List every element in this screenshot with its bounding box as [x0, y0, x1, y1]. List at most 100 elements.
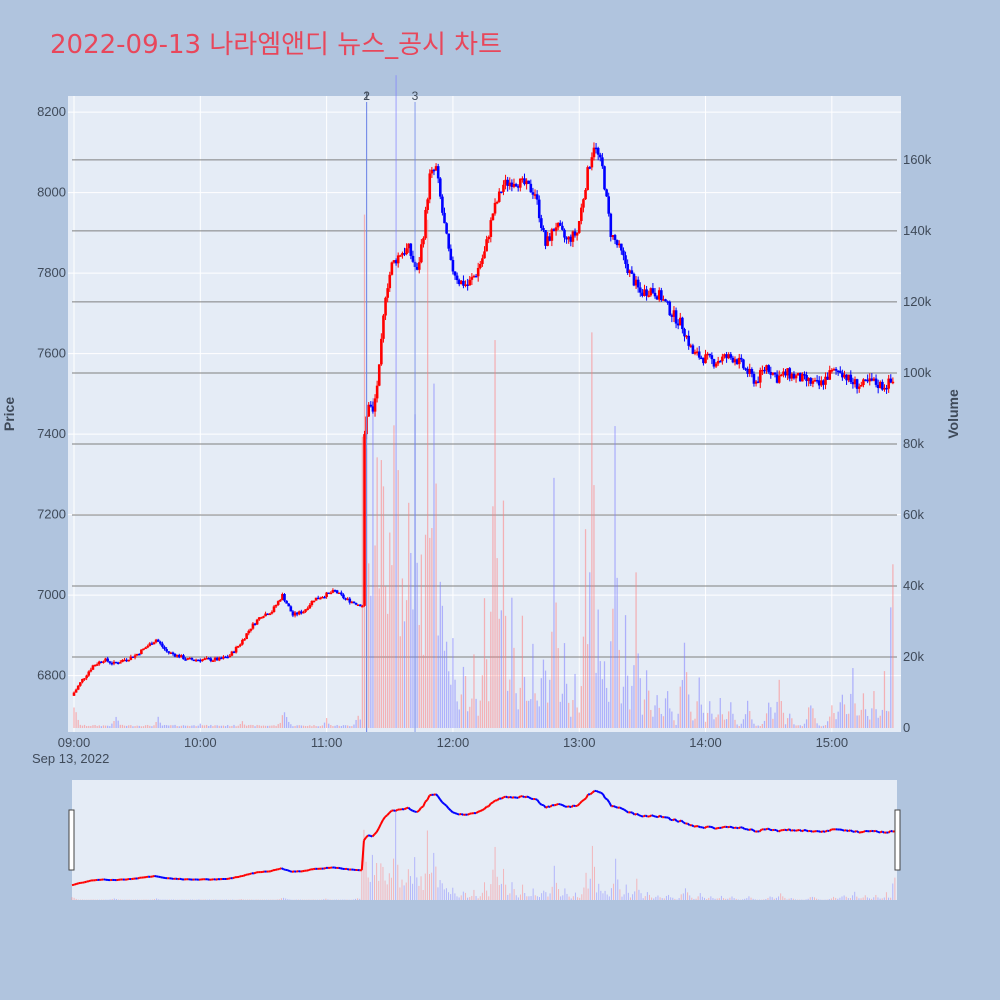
navigator-volume-bar: [602, 893, 604, 900]
navigator-volume-bar: [744, 898, 746, 900]
volume-bar: [791, 718, 793, 728]
navigator-volume-bar: [860, 898, 862, 900]
navigator-volume-bar: [663, 898, 665, 900]
navigator-volume-bar: [115, 898, 117, 900]
candle-body: [327, 592, 331, 595]
candle-body: [771, 372, 775, 375]
navigator-price-segment: [429, 793, 432, 797]
candle-body: [523, 178, 526, 185]
candle-body: [468, 279, 472, 286]
navigator-volume-bar: [746, 898, 748, 900]
navigator-volume-bar: [706, 899, 708, 900]
navigator-price-segment: [613, 805, 617, 808]
volume-bar: [399, 636, 401, 728]
volume-bar: [523, 676, 526, 728]
volume-bar: [519, 687, 521, 728]
candle-body: [148, 643, 152, 647]
candle-body: [127, 659, 131, 662]
volume-bar: [498, 618, 500, 728]
candle-body: [289, 606, 293, 612]
volume-bar: [416, 562, 418, 728]
volume-bar: [530, 699, 532, 728]
candle-body: [794, 375, 798, 379]
navigator-volume-bar: [704, 897, 705, 900]
volume-bar: [382, 486, 385, 728]
navigator-price-segment: [447, 807, 452, 812]
navigator-price-segment: [458, 813, 462, 816]
navigator-handle-left[interactable]: [68, 809, 75, 871]
candle-body: [428, 173, 432, 200]
candle-body: [346, 598, 349, 601]
candle-body: [72, 692, 76, 696]
candle-body: [878, 381, 882, 389]
volume-bar: [532, 643, 534, 728]
candle-body: [474, 275, 478, 278]
volume-bar: [123, 725, 126, 728]
volume-bar: [504, 615, 507, 728]
volume-bar: [159, 722, 161, 728]
candle-body: [516, 186, 520, 188]
candle-body: [773, 372, 777, 375]
navigator-price-segment: [752, 829, 756, 833]
volume-bar: [673, 720, 675, 728]
navigator-volume-bar: [814, 897, 815, 900]
volume-bar: [450, 684, 452, 728]
navigator-price-segment: [522, 795, 526, 799]
volume-bar: [243, 724, 246, 728]
navigator-volume-bar: [361, 860, 363, 900]
volume-bar: [869, 719, 871, 728]
navigator-volume-bar: [109, 899, 111, 900]
volume-bar: [858, 715, 860, 728]
volume-bar: [627, 675, 629, 728]
navigator-volume-bar: [574, 892, 576, 900]
volume-bar: [96, 725, 98, 728]
volume-bar: [220, 725, 222, 728]
range-navigator[interactable]: [68, 780, 901, 900]
candle-body: [135, 653, 139, 656]
annotation-label[interactable]: 2: [363, 89, 370, 103]
candle-body: [199, 659, 202, 662]
candle-body: [449, 248, 453, 260]
volume-bar: [759, 726, 761, 728]
navigator-volume-bar: [558, 889, 560, 900]
volume-bar: [140, 726, 142, 728]
annotation-label[interactable]: 1: [363, 89, 370, 103]
volume-bar: [864, 709, 867, 728]
navigator-price-segment: [249, 872, 253, 876]
navigator-price-segment: [388, 810, 393, 814]
volume-tick-label: 0: [903, 720, 910, 735]
navigator-volume-bar: [585, 872, 587, 900]
candle-body: [512, 184, 516, 187]
candle-body: [714, 363, 718, 367]
navigator-volume-bar: [280, 898, 282, 900]
annotation-label[interactable]: 3: [412, 89, 419, 103]
volume-bar: [730, 702, 732, 728]
candle-body: [573, 231, 577, 236]
volume-bar: [361, 436, 364, 728]
volume-bar: [782, 712, 785, 728]
navigator-volume-bar: [539, 897, 540, 900]
navigator-price-segment: [507, 796, 511, 799]
volume-bar: [511, 597, 513, 728]
volume-bar: [744, 714, 747, 728]
navigator-price-segment: [393, 809, 396, 812]
volume-bar: [151, 726, 153, 728]
navigator-price-segment: [554, 803, 557, 807]
candle-body: [683, 329, 686, 337]
navigator-price-segment: [721, 826, 724, 829]
volume-bar: [117, 720, 119, 728]
volume-bar: [808, 707, 810, 728]
navigator-volume-bar: [156, 898, 158, 900]
navigator-price-segment: [682, 821, 686, 825]
volume-bar: [285, 717, 288, 728]
candle-body: [74, 689, 78, 693]
volume-bar: [479, 700, 481, 728]
volume-bar: [707, 712, 709, 728]
candle-body: [300, 611, 303, 614]
navigator-handle-right[interactable]: [894, 809, 901, 871]
navigator-price-segment: [289, 870, 293, 873]
volume-bar: [824, 725, 827, 728]
volume-bar: [107, 725, 109, 728]
navigator-price-segment: [75, 882, 79, 885]
